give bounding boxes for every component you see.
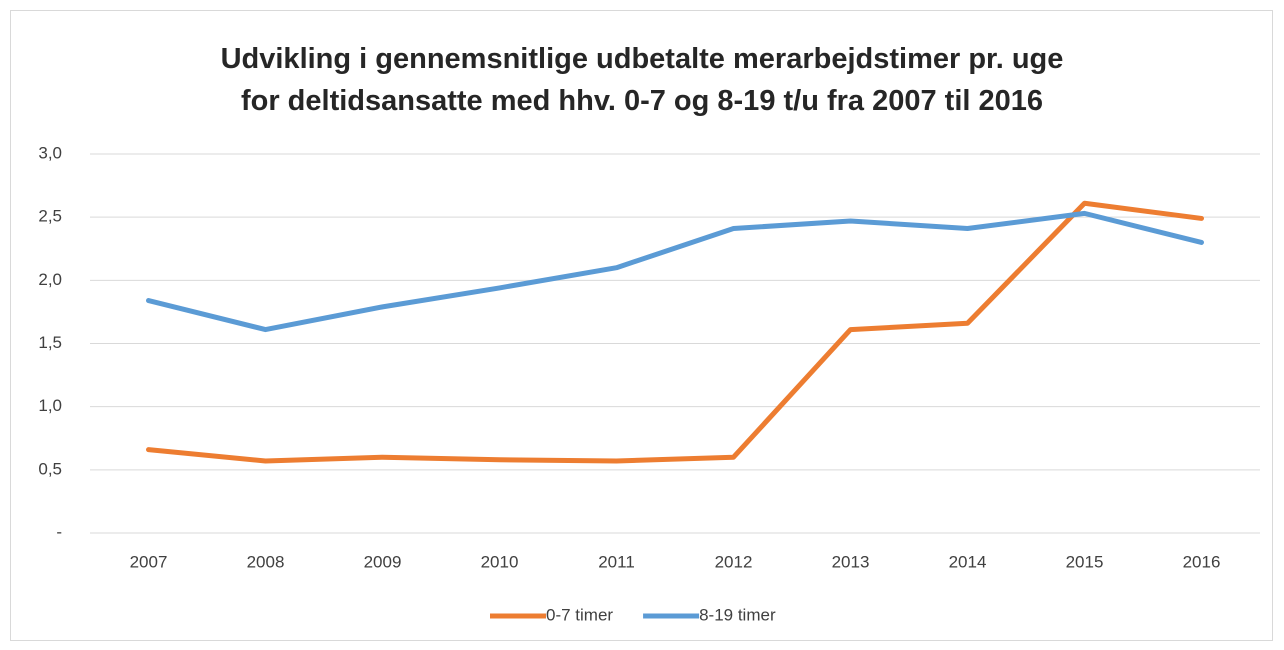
y-tick-label: 2,5 <box>38 207 62 226</box>
y-tick-label: 0,5 <box>38 459 62 478</box>
line-series <box>146 200 1204 464</box>
x-tick-label: 2010 <box>481 552 519 571</box>
legend-label: 0-7 timer <box>546 605 613 624</box>
x-tick-label: 2009 <box>364 552 402 571</box>
x-tick-label: 2007 <box>130 552 168 571</box>
x-tick-label: 2013 <box>832 552 870 571</box>
x-tick-label: 2014 <box>949 552 987 571</box>
x-tick-label: 2008 <box>247 552 285 571</box>
line-series <box>146 210 1204 333</box>
x-tick-label: 2011 <box>598 552 635 571</box>
chart-title: Udvikling i gennemsnitlige udbetalte mer… <box>220 43 1064 117</box>
legend-label: 8-19 timer <box>699 605 776 624</box>
x-tick-label: 2012 <box>715 552 753 571</box>
y-tick-label: - <box>56 522 62 541</box>
y-tick-label: 1,0 <box>38 396 62 415</box>
y-tick-label: 2,0 <box>38 270 62 289</box>
x-tick-label: 2016 <box>1183 552 1221 571</box>
y-tick-label: 1,5 <box>38 333 62 352</box>
y-tick-label: 3,0 <box>38 143 62 162</box>
chart-frame <box>10 10 1273 641</box>
x-tick-label: 2015 <box>1066 552 1104 571</box>
